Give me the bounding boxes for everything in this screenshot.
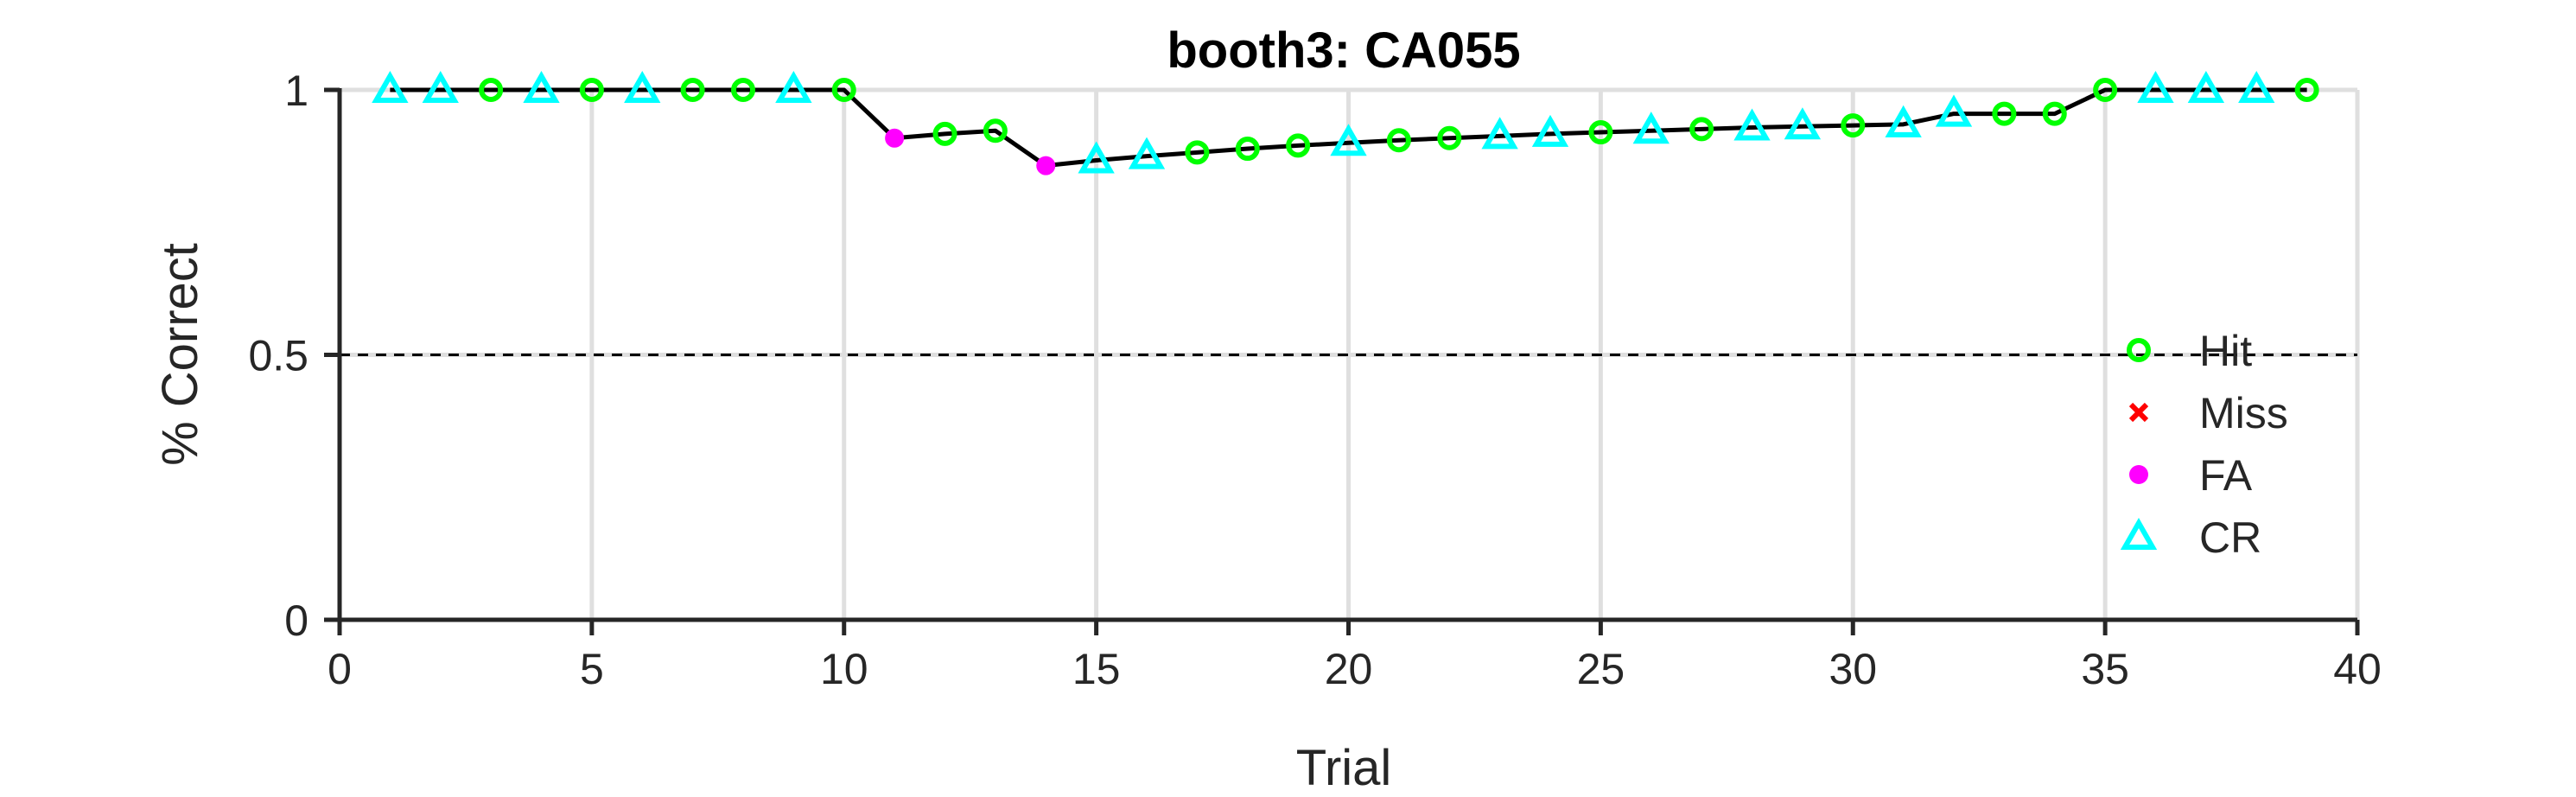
x-tick-label: 0 <box>328 645 352 693</box>
data-point-hit <box>2042 101 2067 126</box>
data-point-cr <box>372 70 409 103</box>
legend-label-cr: CR <box>2199 513 2261 562</box>
data-point-cr <box>1935 94 1973 127</box>
data-point-cr <box>1733 108 1771 141</box>
data-point-hit <box>731 78 755 102</box>
legend-label-hit: Hit <box>2199 327 2252 375</box>
data-point-hit <box>1386 128 1411 153</box>
data-point-hit <box>2294 78 2319 102</box>
data-point-hit <box>1185 140 1210 165</box>
data-point-cr <box>624 70 661 103</box>
axes: 0 5 10 15 20 25 30 35 40 0 0.5 1 <box>248 67 2381 693</box>
data-point-fa <box>1036 156 1056 175</box>
data-point-cr <box>1784 107 1822 140</box>
data-point-hit <box>2093 78 2118 102</box>
x-tick-label: 30 <box>1829 645 1877 693</box>
data-point-hit <box>1235 137 1260 162</box>
x-tick-label: 20 <box>1325 645 1373 693</box>
x-tick-label: 25 <box>1577 645 1625 693</box>
data-point-cr <box>1632 112 1670 144</box>
series-group <box>372 70 2319 175</box>
data-point-cr <box>1481 117 1518 150</box>
data-point-cr <box>775 70 812 103</box>
x-tick-label: 5 <box>580 645 604 693</box>
y-tick-label: 1 <box>284 67 308 115</box>
data-point-hit <box>1588 120 1613 145</box>
data-point-hit <box>983 118 1008 143</box>
data-point-hit <box>1437 125 1462 150</box>
x-tick-label: 40 <box>2333 645 2382 693</box>
x-tick-label: 35 <box>2081 645 2129 693</box>
data-point-hit <box>932 121 957 146</box>
legend-marker-hit <box>2127 338 2151 362</box>
data-point-fa <box>885 128 905 148</box>
data-point-cr <box>523 70 560 103</box>
legend-marker-cr <box>2120 517 2158 550</box>
data-point-hit <box>680 78 705 102</box>
data-point-cr <box>2137 70 2174 103</box>
x-tick-label: 10 <box>820 645 868 693</box>
data-point-cr <box>422 70 459 103</box>
y-tick-label: 0 <box>284 596 308 645</box>
data-point-hit <box>479 78 504 102</box>
data-point-hit <box>1841 113 1866 138</box>
data-point-hit <box>1286 133 1311 158</box>
legend-marker-miss-stroke <box>2128 402 2149 423</box>
y-axis-title: % Correct <box>152 243 208 466</box>
data-point-cr <box>1128 137 1166 169</box>
data-point-cr <box>1078 141 1115 174</box>
data-point-hit <box>831 78 856 102</box>
legend-label-fa: FA <box>2199 451 2253 500</box>
y-tick-label: 0.5 <box>248 332 308 380</box>
x-axis-title: Trial <box>1296 740 1392 796</box>
series-line <box>390 87 2307 169</box>
data-point-hit <box>1689 117 1714 142</box>
data-point-cr <box>2187 70 2225 103</box>
legend-marker-miss <box>2128 402 2149 423</box>
data-point-cr <box>1531 114 1569 147</box>
data-point-cr <box>1330 124 1367 156</box>
x-tick-label: 15 <box>1072 645 1121 693</box>
legend-label-miss: Miss <box>2199 389 2288 437</box>
data-point-hit <box>579 78 604 102</box>
chart-title: booth3: CA055 <box>1167 22 1520 79</box>
legend-marker-fa <box>2129 465 2148 484</box>
data-point-cr <box>1885 105 1922 137</box>
legend: Hit Miss FA CR <box>2120 327 2288 562</box>
data-point-hit <box>1992 101 2017 126</box>
data-point-cr <box>2238 70 2275 103</box>
